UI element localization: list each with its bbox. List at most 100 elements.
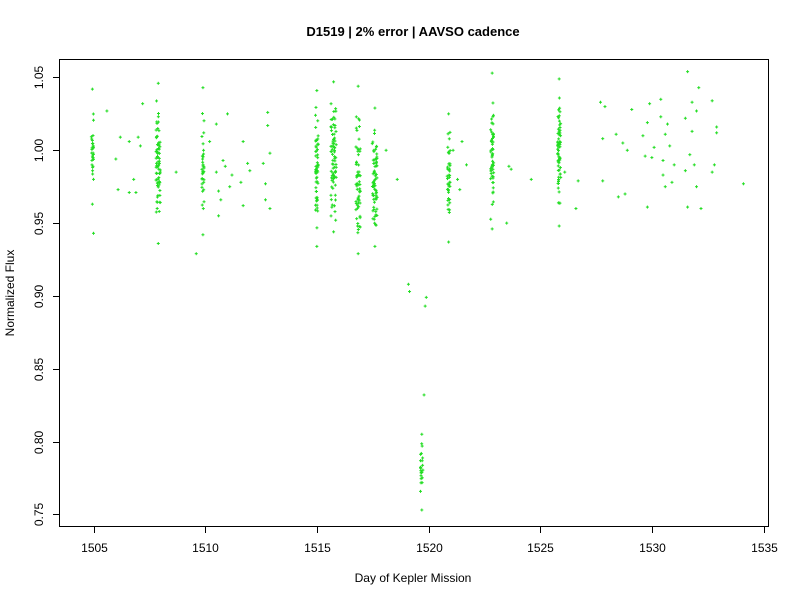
data-point bbox=[491, 134, 495, 138]
data-point bbox=[334, 156, 338, 160]
data-point bbox=[316, 156, 320, 160]
data-point bbox=[329, 214, 333, 218]
data-points bbox=[89, 70, 745, 512]
data-point bbox=[263, 198, 267, 202]
data-point bbox=[316, 137, 320, 141]
data-point bbox=[355, 174, 359, 178]
data-point bbox=[710, 170, 714, 174]
data-point bbox=[446, 145, 450, 149]
data-point bbox=[557, 119, 561, 123]
data-point bbox=[645, 121, 649, 125]
data-point bbox=[374, 188, 378, 192]
data-point bbox=[446, 203, 450, 207]
data-point bbox=[354, 162, 358, 166]
chart-title: D1519 | 2% error | AAVSO cadence bbox=[306, 24, 519, 39]
data-point bbox=[558, 166, 562, 170]
data-point bbox=[156, 165, 160, 169]
data-point bbox=[155, 195, 159, 199]
data-point bbox=[332, 138, 336, 142]
data-point bbox=[330, 174, 334, 178]
data-point bbox=[90, 137, 94, 141]
x-tick-label: 1530 bbox=[639, 541, 666, 555]
data-point bbox=[556, 144, 560, 148]
data-point bbox=[556, 160, 560, 164]
data-point bbox=[330, 144, 334, 148]
data-point bbox=[492, 161, 496, 165]
data-point bbox=[91, 146, 95, 150]
data-point bbox=[228, 185, 232, 189]
data-point bbox=[202, 131, 206, 135]
data-point bbox=[641, 134, 645, 138]
data-point bbox=[556, 140, 560, 144]
data-point bbox=[314, 154, 318, 158]
data-point bbox=[246, 161, 250, 165]
data-point bbox=[420, 432, 424, 436]
data-point bbox=[357, 170, 361, 174]
data-point bbox=[686, 70, 690, 74]
data-point bbox=[329, 124, 333, 128]
data-point bbox=[556, 152, 560, 156]
data-point bbox=[316, 134, 320, 138]
data-point bbox=[155, 161, 159, 165]
data-point bbox=[630, 108, 634, 112]
data-point bbox=[661, 158, 665, 162]
data-point bbox=[329, 150, 333, 154]
data-point bbox=[208, 140, 212, 144]
data-point bbox=[200, 182, 204, 186]
data-point bbox=[614, 132, 618, 136]
data-point bbox=[354, 208, 358, 212]
data-point bbox=[556, 186, 560, 190]
data-point bbox=[200, 185, 204, 189]
x-tick-label: 1520 bbox=[416, 541, 443, 555]
data-point bbox=[91, 152, 95, 156]
data-point bbox=[91, 156, 95, 160]
y-axis-label: Normalized Flux bbox=[3, 250, 17, 337]
data-point bbox=[217, 189, 221, 193]
data-point bbox=[557, 190, 561, 194]
data-point bbox=[650, 156, 654, 160]
data-point bbox=[331, 123, 335, 127]
data-point bbox=[334, 130, 338, 134]
data-point bbox=[490, 117, 494, 121]
data-point bbox=[157, 129, 161, 133]
data-point bbox=[315, 226, 319, 230]
data-point bbox=[155, 184, 159, 188]
data-point bbox=[155, 171, 159, 175]
data-point bbox=[372, 200, 376, 204]
data-point bbox=[448, 201, 452, 205]
data-point bbox=[490, 227, 494, 231]
data-point bbox=[332, 174, 336, 178]
data-point bbox=[355, 203, 359, 207]
data-point bbox=[332, 110, 336, 114]
data-point bbox=[446, 177, 450, 181]
data-point bbox=[332, 230, 336, 234]
y-tick-label: 0.75 bbox=[32, 502, 46, 526]
data-point bbox=[357, 205, 361, 209]
data-point bbox=[371, 192, 375, 196]
data-point bbox=[697, 86, 701, 90]
data-point bbox=[202, 148, 206, 152]
data-point bbox=[333, 183, 337, 187]
data-point bbox=[665, 122, 669, 126]
data-point bbox=[356, 148, 360, 152]
data-point bbox=[491, 147, 495, 151]
data-point bbox=[448, 130, 452, 134]
data-point bbox=[489, 177, 493, 181]
data-point bbox=[157, 147, 161, 151]
data-point bbox=[214, 122, 218, 126]
x-axis: 1505 1510 1515 1520 1525 1530 1535 bbox=[81, 526, 778, 555]
data-point bbox=[372, 158, 376, 162]
data-point bbox=[371, 140, 375, 144]
data-point bbox=[447, 151, 451, 155]
data-point bbox=[375, 155, 379, 159]
data-point bbox=[266, 124, 270, 128]
data-point bbox=[699, 207, 703, 211]
data-point bbox=[507, 164, 511, 168]
data-point bbox=[333, 126, 337, 130]
data-point bbox=[132, 177, 136, 181]
data-point bbox=[645, 205, 649, 209]
data-point bbox=[373, 128, 377, 132]
data-point bbox=[358, 147, 362, 151]
data-point bbox=[314, 186, 318, 190]
